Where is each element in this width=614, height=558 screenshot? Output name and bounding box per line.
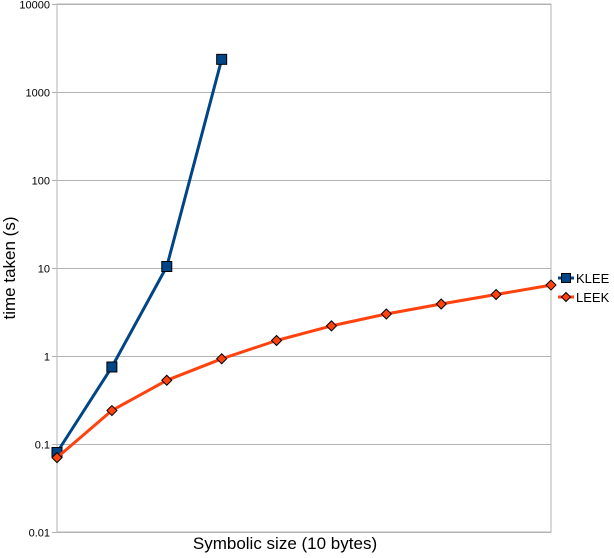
data-point-leek <box>215 353 228 365</box>
x-axis-title: Symbolic size (10 bytes) <box>193 534 377 553</box>
y-tick-label: 100 <box>32 176 50 188</box>
series-line-leek <box>55 283 553 460</box>
y-axis-title: time taken (s) <box>0 217 19 320</box>
legend-marker-klee <box>561 273 571 283</box>
data-point-klee <box>216 53 228 65</box>
data-point-klee <box>106 361 118 373</box>
data-point-leek <box>435 298 447 310</box>
series-line-klee <box>55 57 224 454</box>
data-point-leek <box>161 374 173 386</box>
series-lines <box>51 53 557 464</box>
data-point-leek <box>490 288 502 301</box>
legend: KLEE LEEK <box>558 271 610 305</box>
y-tick-label: 1000 <box>26 88 50 100</box>
data-point-leek <box>106 404 118 417</box>
y-tick-label: 10 <box>38 264 50 276</box>
data-point-leek <box>270 334 283 347</box>
legend-marker-leek <box>560 291 572 303</box>
data-point-leek <box>325 320 338 332</box>
axes: 10000 1000 100 10 1 0.1 0.01 <box>19 0 50 540</box>
y-tick-label: 1 <box>44 352 50 364</box>
data-point-leek <box>51 451 63 464</box>
y-tick-label: 0.01 <box>29 528 50 540</box>
gridlines <box>52 3 552 533</box>
y-tick-label: 10000 <box>19 0 50 12</box>
legend-label-leek: LEEK <box>576 290 610 305</box>
data-point-leek <box>380 308 393 320</box>
y-tick-label: 0.1 <box>35 440 50 452</box>
data-point-leek <box>545 279 557 291</box>
legend-label-klee: KLEE <box>576 271 610 286</box>
data-point-klee <box>161 261 173 273</box>
